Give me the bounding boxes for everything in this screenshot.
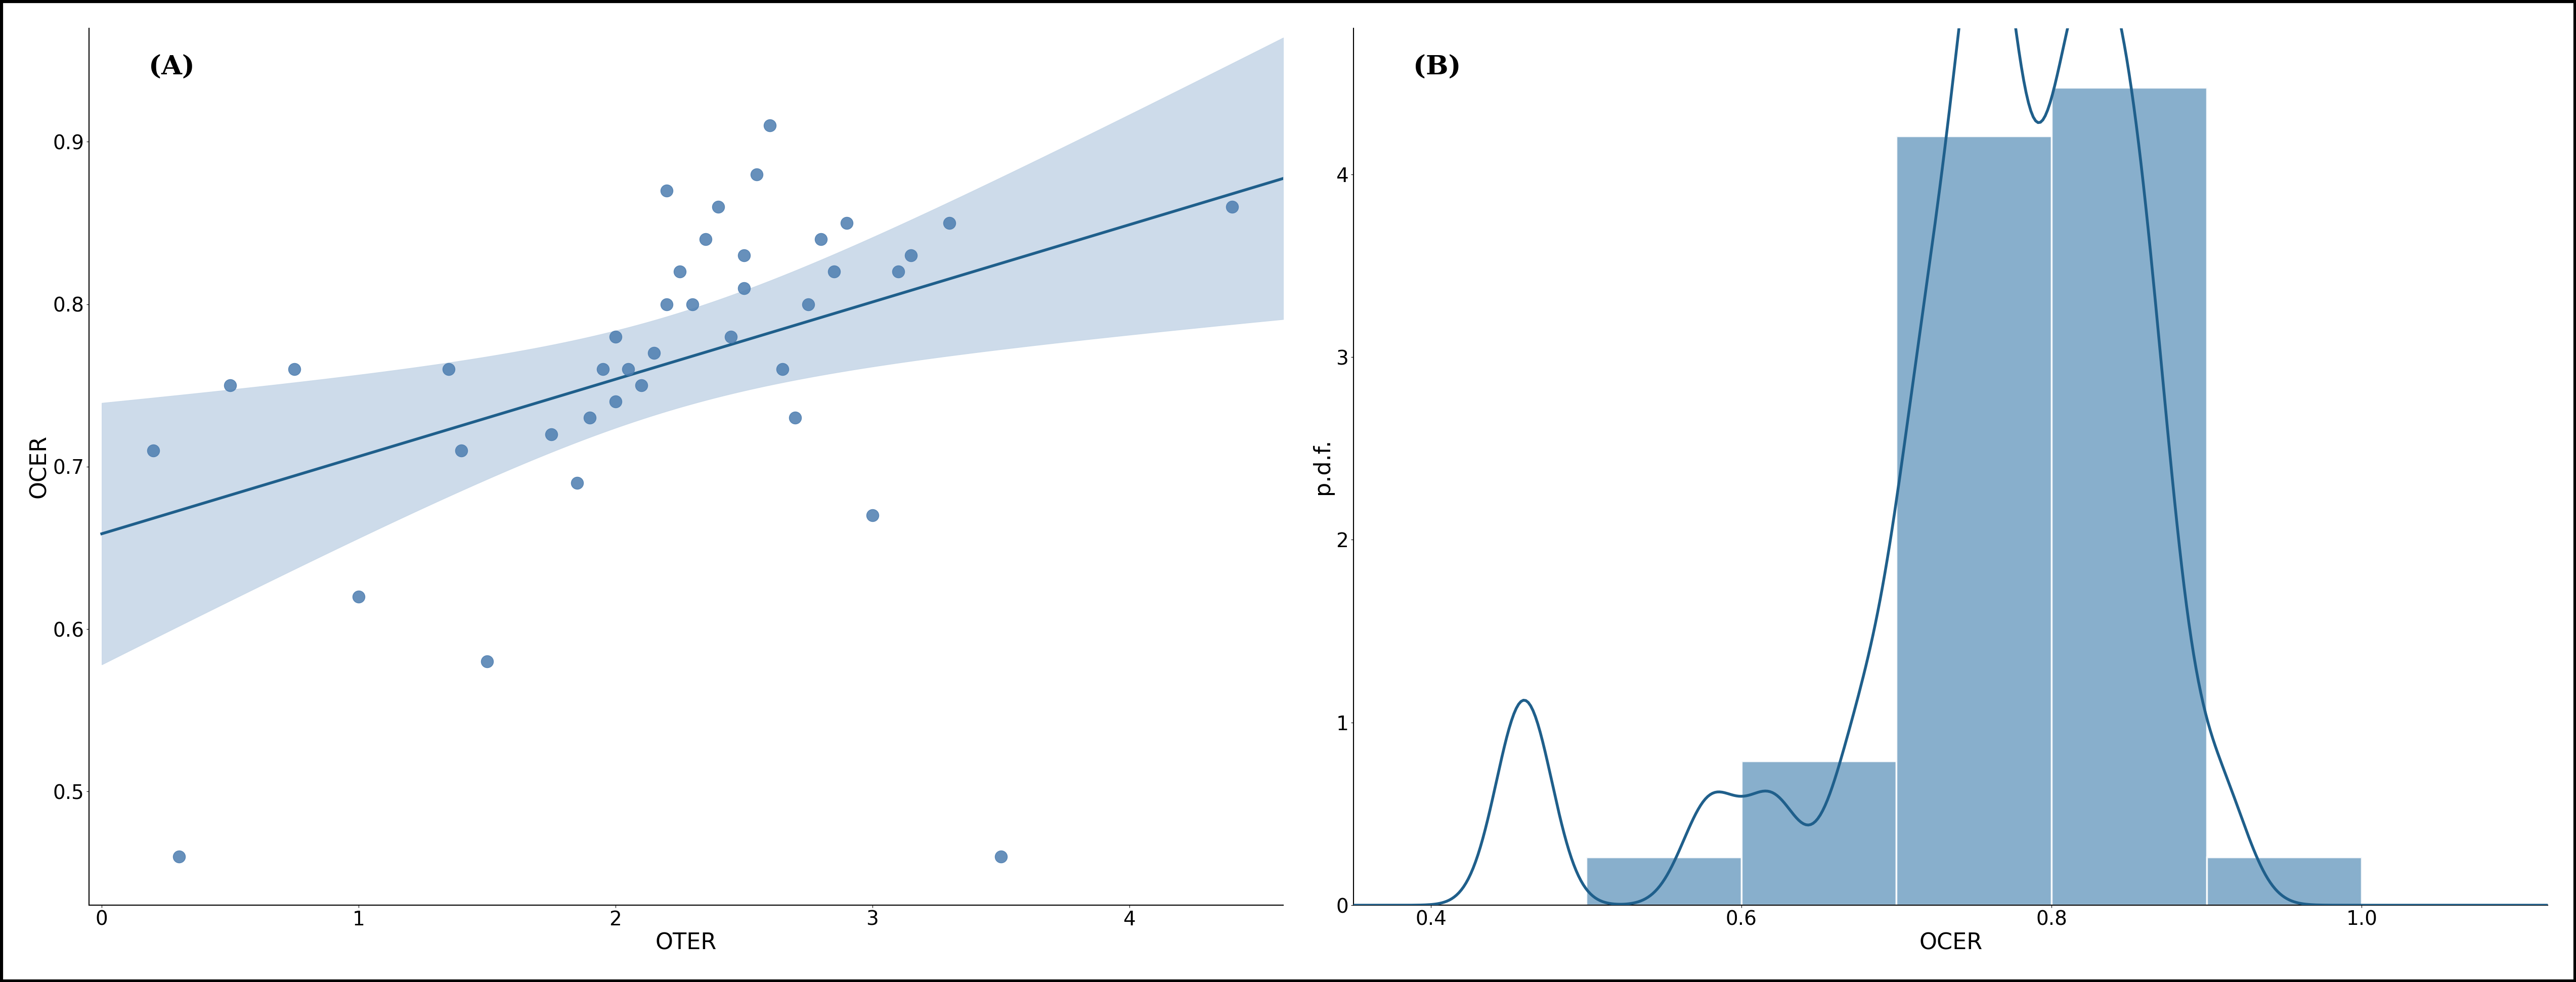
- Point: [788, 297, 829, 312]
- Point: [531, 426, 572, 442]
- Point: [750, 118, 791, 134]
- Point: [157, 848, 198, 864]
- Point: [556, 475, 598, 491]
- Text: (B): (B): [1414, 54, 1461, 81]
- Bar: [2050, 87, 2208, 905]
- Point: [647, 297, 688, 312]
- Point: [775, 410, 817, 426]
- Point: [672, 297, 714, 312]
- Point: [337, 589, 379, 605]
- Point: [827, 215, 868, 231]
- Point: [428, 361, 469, 377]
- Point: [891, 247, 933, 263]
- Point: [981, 848, 1023, 864]
- Text: (A): (A): [149, 54, 196, 81]
- Point: [273, 361, 314, 377]
- Point: [930, 215, 971, 231]
- Point: [724, 247, 765, 263]
- Point: [131, 443, 173, 459]
- Bar: [1896, 136, 2050, 905]
- Point: [659, 264, 701, 280]
- Point: [853, 508, 894, 523]
- Point: [685, 232, 726, 247]
- Y-axis label: OCER: OCER: [28, 435, 49, 498]
- Point: [724, 280, 765, 296]
- Point: [608, 361, 649, 377]
- Bar: [2208, 857, 2362, 905]
- Bar: [1587, 857, 1741, 905]
- X-axis label: OTER: OTER: [654, 932, 716, 954]
- Bar: [1741, 761, 1896, 905]
- Point: [466, 654, 507, 670]
- Point: [634, 345, 675, 360]
- Point: [1211, 199, 1252, 215]
- Point: [711, 329, 752, 345]
- Point: [595, 329, 636, 345]
- Point: [440, 443, 482, 459]
- Point: [801, 232, 842, 247]
- Point: [621, 378, 662, 394]
- Point: [878, 264, 920, 280]
- Point: [698, 199, 739, 215]
- Point: [737, 166, 778, 182]
- Point: [647, 183, 688, 198]
- Point: [209, 378, 250, 394]
- Point: [814, 264, 855, 280]
- Point: [762, 361, 804, 377]
- Point: [582, 361, 623, 377]
- Point: [595, 394, 636, 409]
- Y-axis label: p.d.f.: p.d.f.: [1311, 439, 1334, 495]
- X-axis label: OCER: OCER: [1919, 932, 1984, 954]
- Point: [569, 410, 611, 426]
